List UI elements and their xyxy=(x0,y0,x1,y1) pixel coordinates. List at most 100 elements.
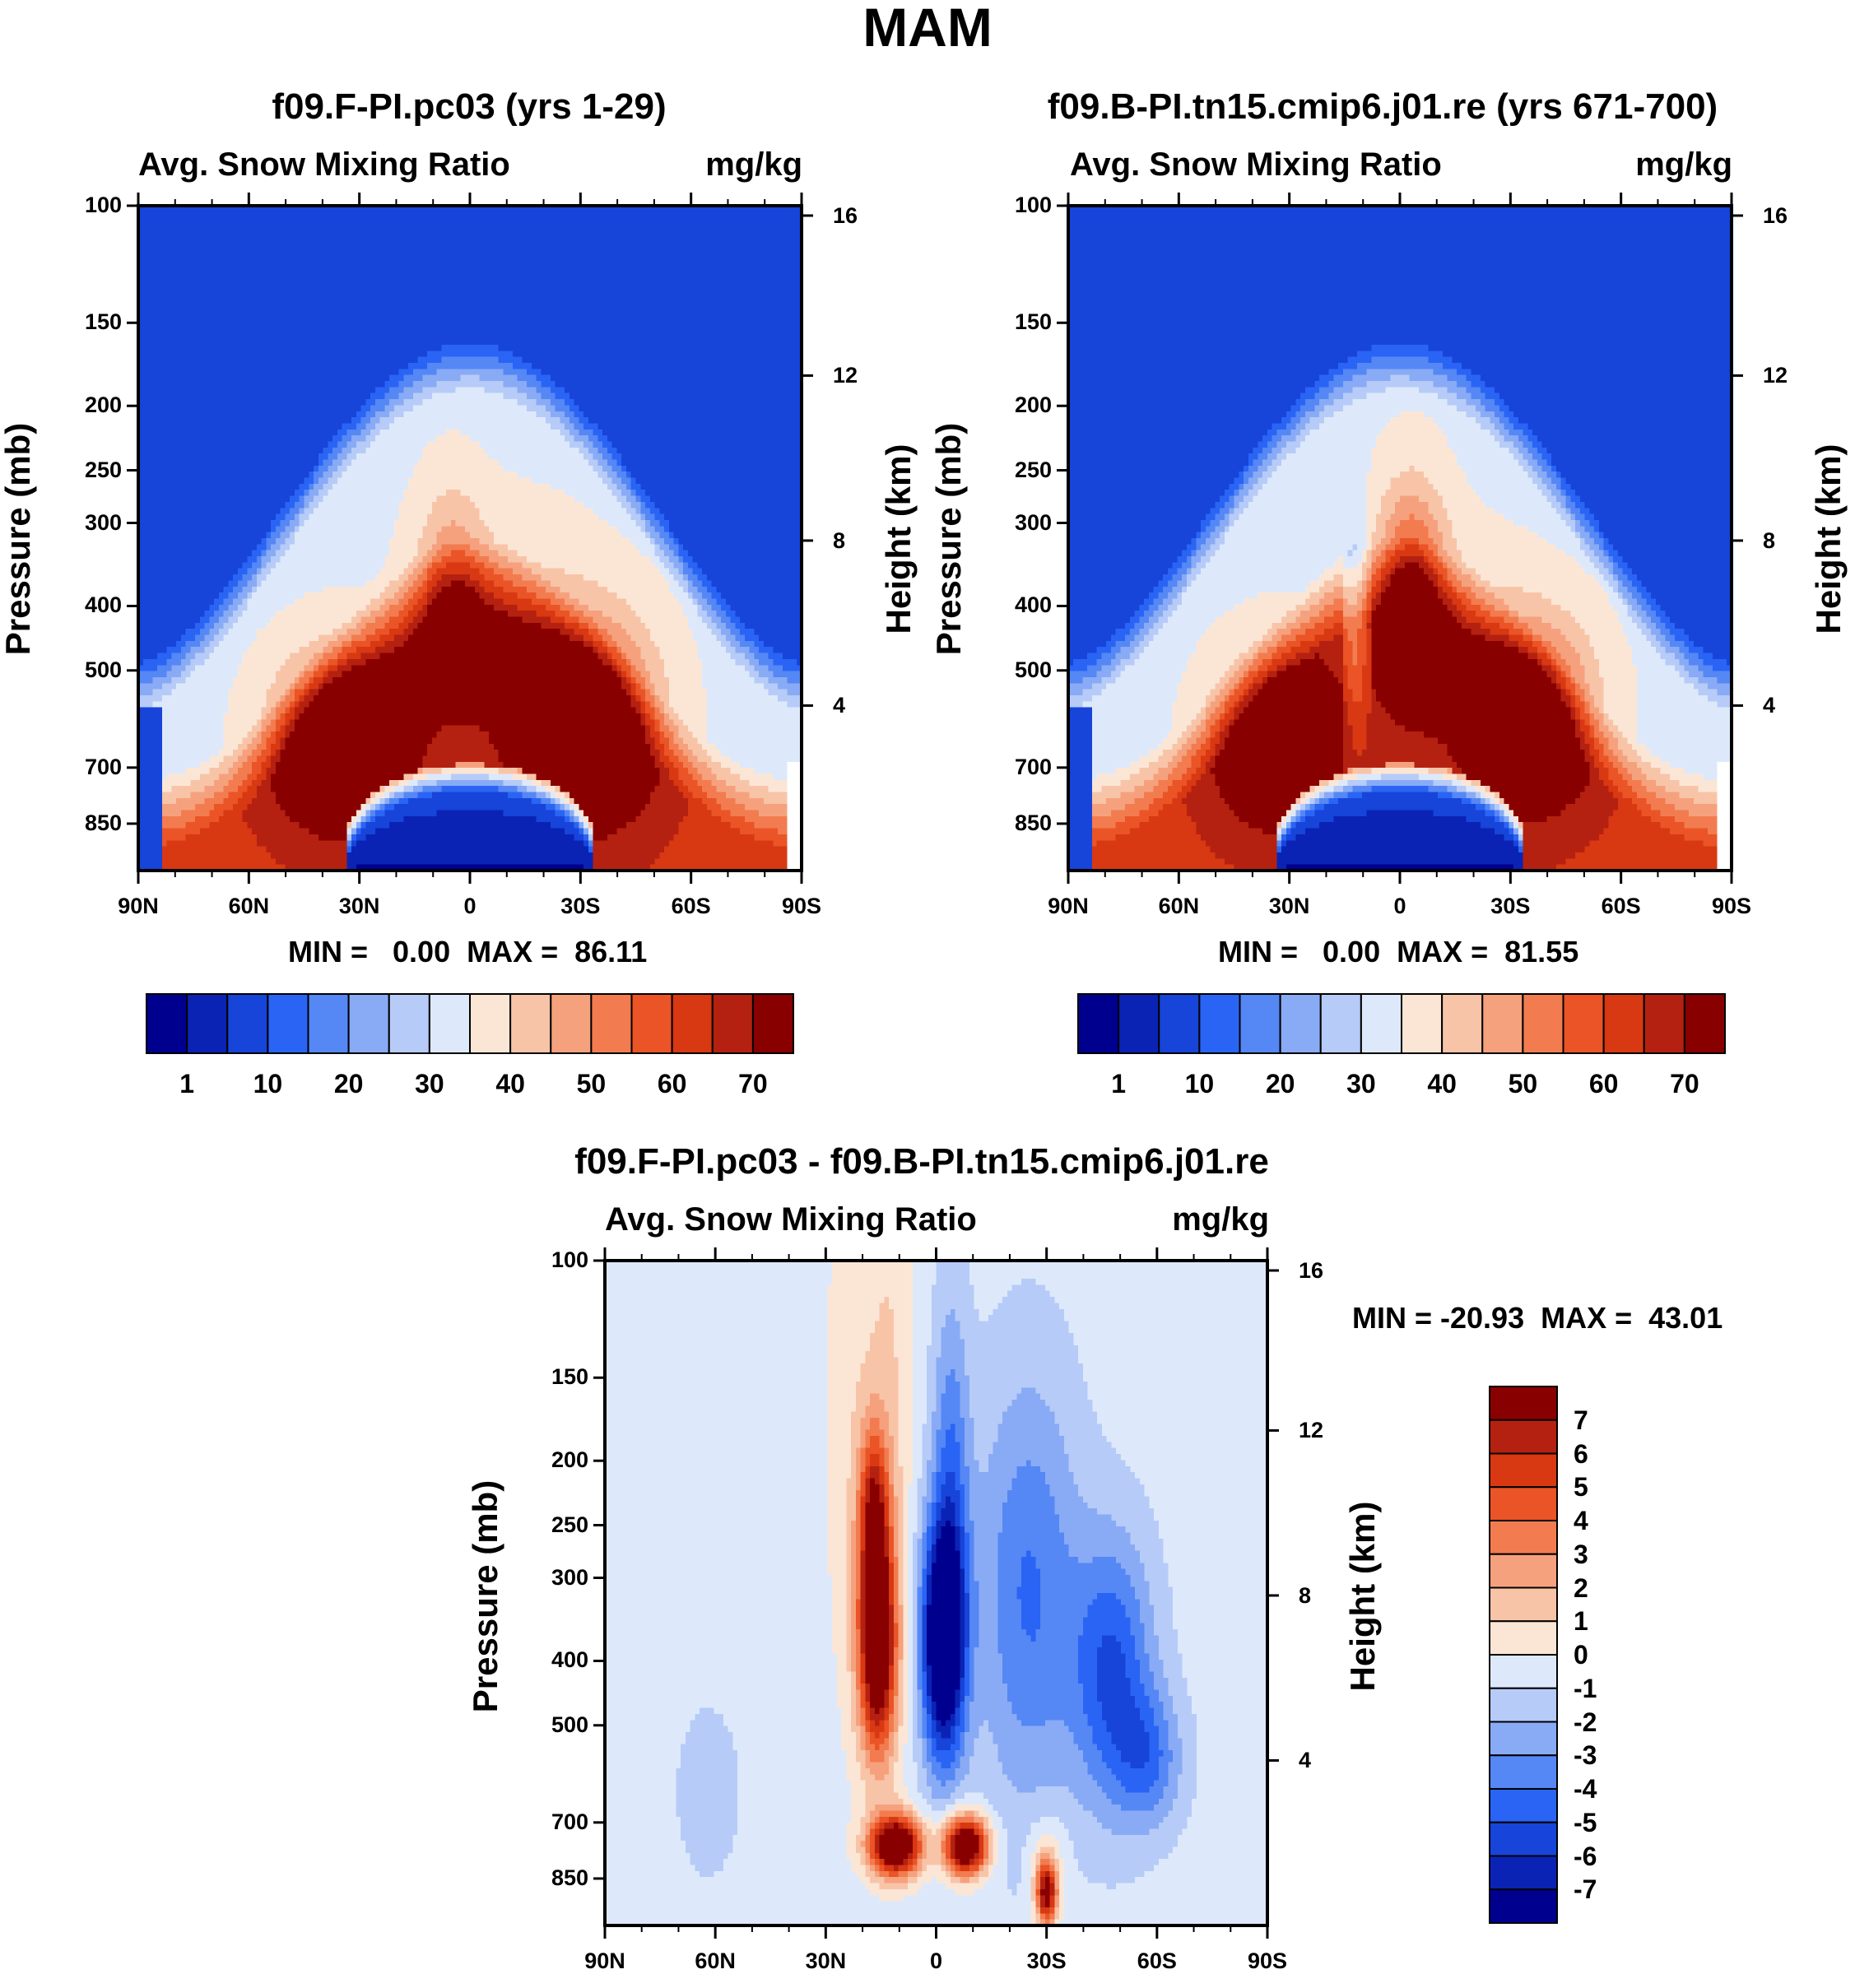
panel2-minmax: MIN = 0.00 MAX = 81.55 xyxy=(1218,936,1578,968)
colorbar3-label: -2 xyxy=(1574,1708,1597,1736)
panel1-minmax: MIN = 0.00 MAX = 86.11 xyxy=(288,936,647,968)
colorbar3-label: -6 xyxy=(1574,1842,1597,1870)
panel2-ytick2-label: 4 xyxy=(1763,693,1775,718)
colorbar2-label: 1 xyxy=(1086,1070,1151,1098)
panel3-ytick2-label: 12 xyxy=(1299,1418,1323,1442)
panel3-ytick-label: 700 xyxy=(523,1809,588,1834)
panel3-ytick-label: 150 xyxy=(523,1364,588,1389)
panel1-xtick-label: 0 xyxy=(433,894,507,918)
colorbar3-label: 5 xyxy=(1574,1473,1588,1501)
colorbar3-label: -3 xyxy=(1574,1741,1597,1769)
panel3-xtick-label: 90N xyxy=(568,1949,642,1973)
colorbar3-label: 7 xyxy=(1574,1406,1588,1434)
panel1-ytick2-label: 8 xyxy=(833,528,845,553)
colorbar1-label: 50 xyxy=(558,1070,624,1098)
panel3-ytick-label: 100 xyxy=(523,1247,588,1272)
panel1-ytick-label: 200 xyxy=(56,392,122,417)
panel1-plot xyxy=(127,193,813,884)
colorbar1 xyxy=(146,993,794,1054)
colorbar1-swatch xyxy=(226,993,269,1054)
panel1-max: MAX = 86.11 xyxy=(467,935,647,968)
colorbar1-label: 1 xyxy=(154,1070,220,1098)
colorbar1-label: 40 xyxy=(477,1070,543,1098)
panel2-title: f09.B-PI.tn15.cmip6.j01.re (yrs 671-700) xyxy=(1012,86,1753,128)
panel3-xtick-label: 90S xyxy=(1230,1949,1304,1973)
panel2-ytick-label: 850 xyxy=(986,811,1052,835)
panel1-xtick-label: 60S xyxy=(654,894,728,918)
panel1-ytick2-label: 12 xyxy=(833,363,858,388)
panel2-xtick-label: 60N xyxy=(1141,894,1216,918)
colorbar1-label: 60 xyxy=(639,1070,705,1098)
panel2-units-label: mg/kg xyxy=(1568,146,1732,183)
panel1-ytick2-label: 4 xyxy=(833,693,845,718)
colorbar1-label: 70 xyxy=(720,1070,786,1098)
colorbar3-label: -1 xyxy=(1574,1674,1597,1702)
panel3-xtick-label: 60S xyxy=(1120,1949,1194,1973)
panel1-ytick-label: 100 xyxy=(56,193,122,217)
panel2-ytick-label: 100 xyxy=(986,193,1052,217)
panel1-field xyxy=(138,206,802,871)
panel3-plot xyxy=(593,1247,1279,1939)
panel2-plot xyxy=(1057,193,1743,884)
colorbar2-label: 60 xyxy=(1571,1070,1637,1098)
colorbar2-label: 40 xyxy=(1409,1070,1475,1098)
panel1-ytick-label: 400 xyxy=(56,592,122,617)
panel2-ytick-label: 150 xyxy=(986,309,1052,334)
panel1-xtick-label: 60N xyxy=(212,894,286,918)
colorbar2-label: 50 xyxy=(1490,1070,1555,1098)
panel2-xtick-label: 60S xyxy=(1584,894,1658,918)
panel2-xtick-label: 90N xyxy=(1031,894,1105,918)
colorbar3-label: 1 xyxy=(1574,1607,1588,1635)
panel2-xtick-label: 90S xyxy=(1695,894,1769,918)
colorbar3-label: 2 xyxy=(1574,1574,1588,1602)
colorbar3-label: 0 xyxy=(1574,1641,1588,1669)
colorbar1-label: 20 xyxy=(316,1070,382,1098)
panel3-title: f09.F-PI.pc03 - f09.B-PI.tn15.cmip6.j01.… xyxy=(527,1141,1317,1182)
panel3-ytick-label: 200 xyxy=(523,1447,588,1472)
colorbar3-label: 3 xyxy=(1574,1540,1588,1568)
panel3-xtick-label: 30S xyxy=(1010,1949,1084,1973)
panel3-ytick2-label: 8 xyxy=(1299,1583,1311,1608)
panel1-variable-label: Avg. Snow Mixing Ratio xyxy=(138,146,510,183)
panel1-ytick-label: 700 xyxy=(56,755,122,779)
colorbar3-label: -7 xyxy=(1574,1875,1597,1903)
colorbar3-label: -4 xyxy=(1574,1775,1597,1803)
panel2-xtick-label: 30S xyxy=(1473,894,1547,918)
panel1-xtick-label: 30S xyxy=(543,894,617,918)
panel2-variable-label: Avg. Snow Mixing Ratio xyxy=(1070,146,1442,183)
panel1-xtick-label: 90S xyxy=(765,894,839,918)
panel1-ytick-label: 850 xyxy=(56,811,122,835)
panel2-max: MAX = 81.55 xyxy=(1397,935,1578,968)
panel1-ytick-label: 250 xyxy=(56,458,122,482)
panel2-ytick-label: 400 xyxy=(986,592,1052,617)
panel3-units-label: mg/kg xyxy=(1104,1201,1269,1238)
panel2-ytick-label: 300 xyxy=(986,510,1052,535)
panel1-ytick2-label: 16 xyxy=(833,203,858,228)
panel1-title: f09.F-PI.pc03 (yrs 1-29) xyxy=(140,86,798,128)
panel1-xtick-label: 90N xyxy=(101,894,175,918)
panel3-field xyxy=(605,1261,1268,1926)
panel2-ytick2-label: 8 xyxy=(1763,528,1775,553)
panel2-ytick-label: 700 xyxy=(986,755,1052,779)
colorbar2-label: 20 xyxy=(1248,1070,1313,1098)
colorbar2-label: 10 xyxy=(1166,1070,1232,1098)
panel2-ytick2-label: 16 xyxy=(1763,203,1788,228)
colorbar3-label: -5 xyxy=(1574,1809,1597,1837)
colorbar1-label: 10 xyxy=(235,1070,300,1098)
panel2-xtick-label: 0 xyxy=(1363,894,1437,918)
colorbar2-label: 70 xyxy=(1652,1070,1718,1098)
panel3-ytick-label: 850 xyxy=(523,1865,588,1890)
panel3-ytick2-label: 4 xyxy=(1299,1748,1311,1772)
colorbar1-label: 30 xyxy=(397,1070,463,1098)
panel3-variable-label: Avg. Snow Mixing Ratio xyxy=(605,1201,977,1238)
panel3-xtick-label: 60N xyxy=(678,1949,752,1973)
panel3-ytick-label: 250 xyxy=(523,1512,588,1537)
panel1-ytick-label: 300 xyxy=(56,510,122,535)
panel3-ytick2-label: 16 xyxy=(1299,1258,1323,1283)
colorbar2-label: 30 xyxy=(1328,1070,1394,1098)
panel1-units-label: mg/kg xyxy=(638,146,802,183)
panel2-field xyxy=(1068,206,1732,871)
panel2-xtick-label: 30N xyxy=(1253,894,1327,918)
